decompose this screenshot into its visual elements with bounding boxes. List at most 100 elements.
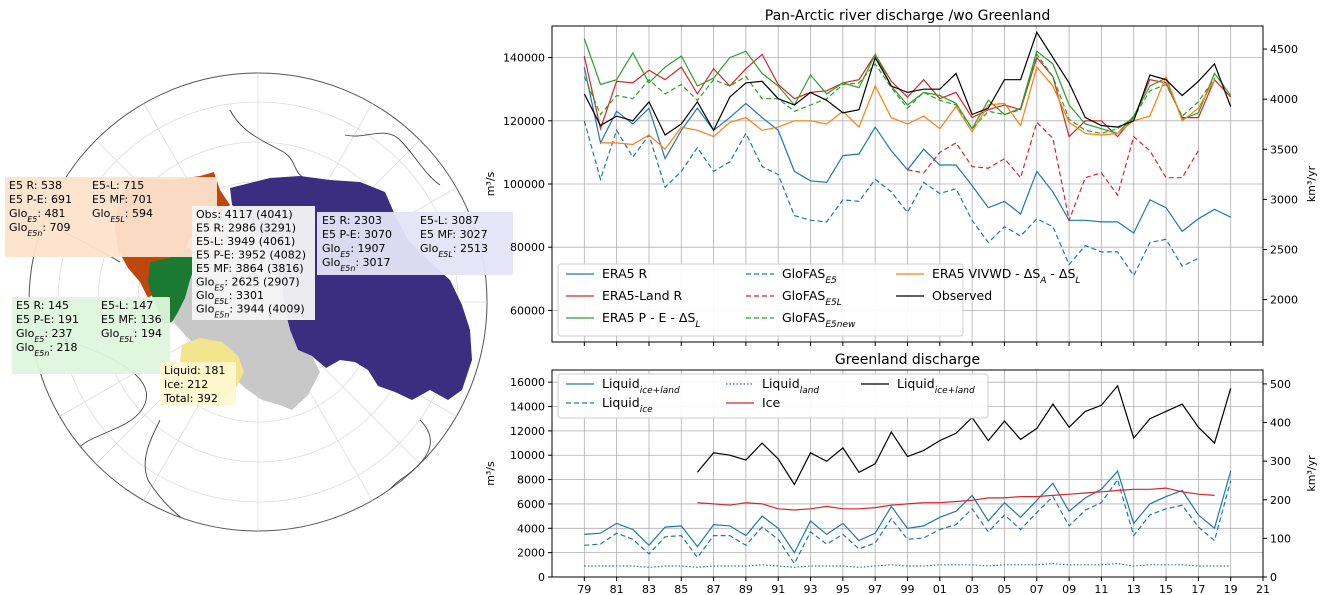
series-line-7 xyxy=(583,30,1232,136)
map-label-greenland: Ice: 212 xyxy=(164,378,208,391)
map-label-pan-arctic: GloE5L: 3301 xyxy=(196,289,264,306)
map-label-greenland: Liquid: 181 xyxy=(164,364,225,377)
legend-label: ERA5 R xyxy=(602,266,648,281)
map-label-pan-arctic-part: : 2625 (2907) xyxy=(224,276,299,289)
map-label-siberia-part: E5 xyxy=(340,250,350,259)
y-tick-label: 2000 xyxy=(517,547,545,560)
x-tick-label: 85 xyxy=(674,583,688,595)
map-label-pan-arctic: E5 R: 2986 (3291) xyxy=(196,222,296,235)
map-label-canada-part: E5L xyxy=(119,335,133,344)
x-tick-label: 83 xyxy=(642,583,656,595)
map-label-eurasia-west-part: : 481 xyxy=(37,207,65,220)
map-label-eurasia-west: E5 R: 538 xyxy=(9,179,62,192)
map-label-canada: GloE5n: 218 xyxy=(16,341,78,358)
greenland-discharge-chart: 79 81 83 85 87 89 91 93 95 97 99 01 03 05 07 09 11 13 15 17… xyxy=(484,352,1318,595)
map-label-eurasia-west-part: Glo xyxy=(92,207,111,220)
map-label-canada: E5 MF: 136 xyxy=(101,313,162,326)
series-line-3 xyxy=(697,487,1215,511)
map-label-canada-part: : 218 xyxy=(49,341,77,354)
map-label-eurasia-west: GloE5L: 594 xyxy=(92,207,153,224)
legend-label: GloFASE5L xyxy=(782,288,842,308)
y2-tick-label: 2000 xyxy=(1270,294,1298,307)
x-tick-label: 95 xyxy=(836,583,850,595)
y2-tick-label: 400 xyxy=(1270,417,1291,430)
x-tick-label: 01 xyxy=(933,583,947,595)
legend-label-part: Liquid xyxy=(762,376,800,391)
map-label-siberia: E5 MF: 3027 xyxy=(420,228,488,241)
map-label-canada-part: E5 xyxy=(34,335,44,344)
y-tick-label: 60000 xyxy=(510,304,545,317)
map-label-canada-part: Glo xyxy=(16,327,35,340)
map-label-eurasia-west: GloE5n: 709 xyxy=(9,221,71,238)
map-label-siberia: GloE5n: 3017 xyxy=(322,256,391,273)
map-label-canada: GloE5L: 194 xyxy=(101,327,162,344)
legend-label: Observed xyxy=(932,288,992,303)
series-line-1 xyxy=(584,478,1232,565)
map-label-pan-arctic-part: Glo xyxy=(196,303,215,316)
x-tick-label: 17 xyxy=(1191,583,1205,595)
y-tick-label: 14000 xyxy=(510,401,545,414)
map-label-siberia-part: : 2513 xyxy=(453,242,488,255)
x-tick-label: 79 xyxy=(577,583,591,595)
map-label-pan-arctic: GloE5n: 3944 (4009) xyxy=(196,303,305,320)
y-tick-label: 12000 xyxy=(510,425,545,438)
map-label-pan-arctic-part: E5 xyxy=(214,283,224,292)
map-label-canada-part: E5n xyxy=(34,349,49,358)
map-label-canada: E5 R: 145 xyxy=(16,299,69,312)
map-label-canada: E5 P-E: 191 xyxy=(16,313,79,326)
map-label-pan-arctic-part: : 3944 (4009) xyxy=(229,303,304,316)
map-label-canada-part: : 237 xyxy=(44,327,72,340)
series-line-2 xyxy=(583,38,1232,135)
y2-tick-label: 4000 xyxy=(1270,93,1298,106)
legend-label-part: A xyxy=(1039,276,1046,286)
series-line-4 xyxy=(907,121,1199,223)
y-tick-label: 8000 xyxy=(517,474,545,487)
series-line-1 xyxy=(583,53,1232,138)
map-label-siberia: E5 R: 2303 xyxy=(322,214,382,227)
y-tick-label: 10000 xyxy=(510,449,545,462)
map-label-box-pan-arctic xyxy=(192,206,315,320)
map-label-box-eurasia-west xyxy=(5,177,217,257)
map-label-pan-arctic-part: Glo xyxy=(196,289,215,302)
map-label-siberia-part: Glo xyxy=(322,242,341,255)
y2-axis-label: km³/yr xyxy=(1305,165,1318,202)
map-label-box-siberia xyxy=(317,212,513,275)
series-line-4 xyxy=(696,384,1232,486)
legend-label-part: ERA5 VIVWD - ΔS xyxy=(932,266,1040,281)
x-tick-label: 91 xyxy=(771,583,785,595)
map-label-eurasia-west-part: : 594 xyxy=(125,207,153,220)
x-tick-label: 93 xyxy=(804,583,818,595)
map-label-eurasia-west: E5 P-E: 691 xyxy=(9,193,72,206)
map-label-eurasia-west: E5-L: 715 xyxy=(92,179,144,192)
legend-label-part: ERA5 P - E - ΔS xyxy=(602,310,695,325)
legend-label-part: E5new xyxy=(825,320,856,330)
legend-box xyxy=(557,263,964,337)
series-line-5 xyxy=(583,53,1215,135)
y-tick-label: 4000 xyxy=(517,522,545,535)
pan-arctic-discharge-chart: 60000 80000 100000 120000 140000 2000 2500 3000… xyxy=(484,8,1318,346)
legend-label-part: GloFAS xyxy=(782,310,825,325)
legend-label-part: L xyxy=(1075,276,1080,286)
x-tick-label: 11 xyxy=(1094,583,1108,595)
map-label-canada-part: Glo xyxy=(16,341,35,354)
map-label-eurasia-west-part: E5n xyxy=(27,229,42,238)
legend-label-part: - ΔS xyxy=(1046,266,1075,281)
map-label-eurasia-west: E5 MF: 701 xyxy=(92,193,153,206)
y2-tick-label: 200 xyxy=(1270,494,1291,507)
y-tick-label: 16000 xyxy=(510,376,545,389)
legend-label: Ice xyxy=(762,395,781,410)
map-label-eurasia-west-part: : 709 xyxy=(42,221,70,234)
y-tick-label: 120000 xyxy=(503,115,545,128)
map-label-siberia: GloE5L: 2513 xyxy=(420,242,488,259)
y2-tick-label: 300 xyxy=(1270,455,1291,468)
y2-tick-label: 0 xyxy=(1270,571,1277,584)
legend-label-part: ice+land xyxy=(935,386,975,396)
x-tick-label: 15 xyxy=(1159,583,1173,595)
legend-box xyxy=(557,373,989,419)
series-line-2 xyxy=(584,562,1231,568)
series-line-6 xyxy=(600,65,1216,151)
x-tick-label: 21 xyxy=(1256,583,1270,595)
